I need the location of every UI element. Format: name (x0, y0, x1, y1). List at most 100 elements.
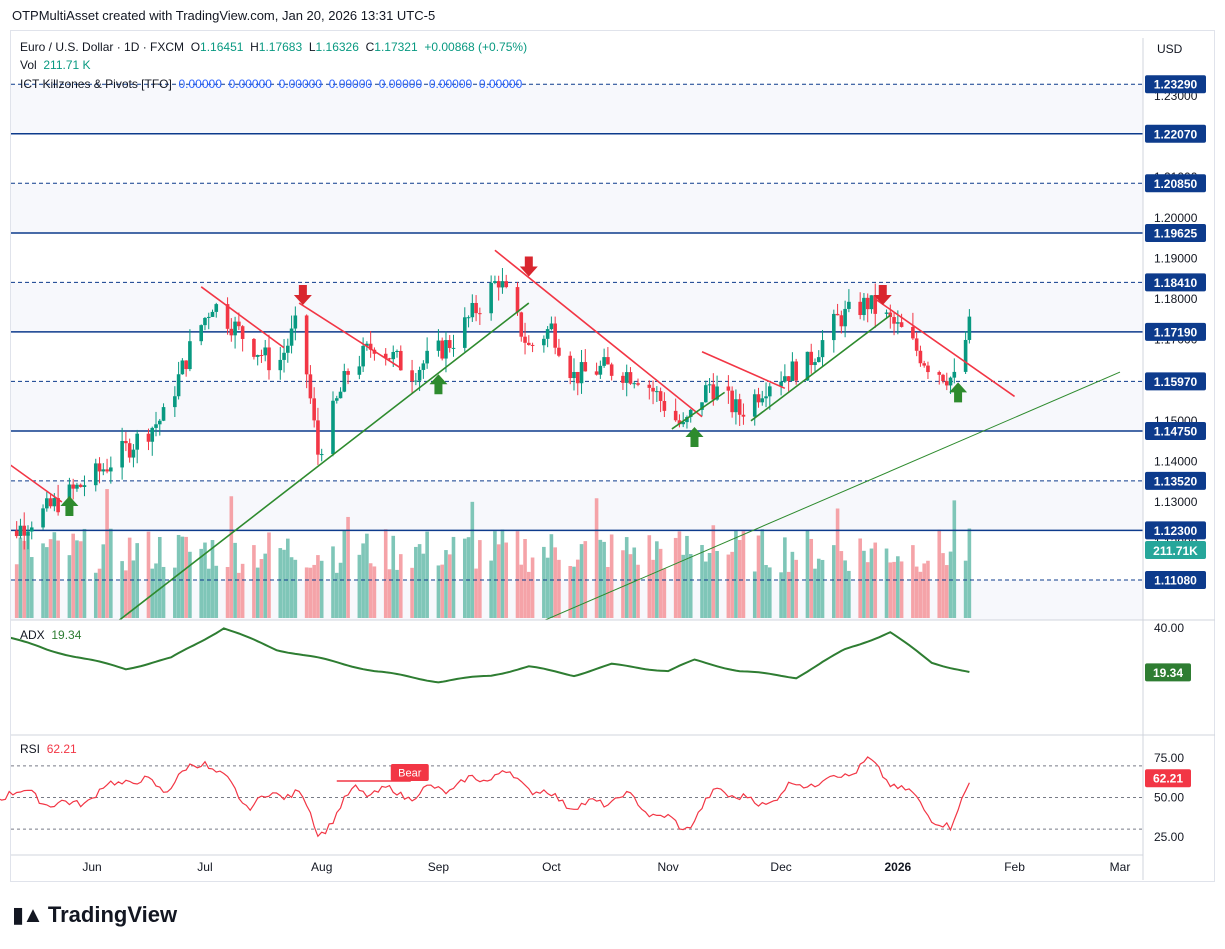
volume-label[interactable]: Vol (20, 58, 37, 72)
candle-body (131, 449, 136, 458)
volume-bar (651, 559, 655, 618)
time-tick-label: 2026 (884, 860, 911, 874)
level-price-badge (1145, 521, 1206, 540)
rsi-tick-label: 25.00 (1154, 830, 1184, 844)
ict-label[interactable]: ICT Killzones & Pivots [TFO] (20, 77, 172, 91)
level-band (11, 183, 1143, 234)
candle-body (267, 347, 271, 371)
volume-bar (451, 536, 456, 618)
candle-body (647, 384, 652, 388)
candle-body (18, 525, 23, 537)
candle-body (914, 338, 919, 351)
volume-bar (52, 532, 57, 618)
volume-bar (786, 571, 791, 618)
volume-bar (869, 548, 874, 618)
adx-label[interactable]: ADX (20, 628, 45, 642)
price-tick-label: 1.13000 (1154, 495, 1198, 509)
rsi-value-label: 62.21 (1153, 772, 1183, 786)
candle-body (809, 351, 814, 366)
open-value: 1.16451 (200, 40, 244, 54)
volume-bar (545, 557, 550, 618)
level-price-label: 1.20850 (1154, 177, 1198, 191)
candle-body (365, 343, 369, 346)
bear-label-badge (390, 764, 429, 781)
ict-value: 0.00000 (478, 77, 523, 91)
volume-bar (832, 545, 836, 618)
candle-body (154, 424, 158, 428)
candle-body (398, 350, 403, 371)
candle-body (937, 372, 942, 375)
volume-bar (176, 534, 181, 618)
symbol-name[interactable]: Euro / U.S. Dollar · 1D · FXCM (20, 40, 185, 54)
candle-body (685, 416, 689, 423)
volume-bar (237, 572, 241, 618)
volume-bar (225, 566, 230, 618)
volume-bar (523, 539, 527, 618)
candle-body (451, 347, 456, 349)
volume-bar (0, 544, 3, 618)
candle-body (22, 525, 27, 536)
down-arrow-icon (873, 284, 892, 305)
currency-label[interactable]: USD (1157, 42, 1183, 56)
ict-value: 0.00000 (328, 77, 373, 91)
candle-body (549, 323, 554, 330)
candle-body (813, 362, 817, 366)
volume-bar (515, 531, 520, 618)
volume-bar (414, 546, 418, 618)
volume-bar (346, 516, 350, 618)
volume-bar (884, 548, 889, 618)
candle-body (832, 313, 836, 341)
candle-body (206, 316, 211, 318)
volume-bar (737, 539, 742, 618)
candle-body (78, 484, 83, 487)
level-price-badge (1145, 75, 1206, 94)
volume-bar (519, 564, 524, 618)
volume-bar (365, 533, 369, 618)
volume-bar (48, 539, 53, 618)
volume-bar (308, 567, 313, 618)
candle-body (835, 313, 840, 316)
volume-bar (918, 571, 923, 618)
candle-body (176, 374, 181, 397)
candle-body (756, 394, 761, 403)
candle-body (519, 312, 524, 337)
volume-bar (688, 554, 693, 618)
volume-bar (572, 566, 576, 618)
volume-bar (598, 539, 603, 618)
volume-badge (1145, 541, 1206, 559)
volume-bar (756, 535, 761, 618)
volume-bar (764, 565, 768, 618)
candle-body (97, 463, 102, 472)
level-price-badge (1145, 570, 1206, 589)
time-tick-label: Jun (82, 860, 101, 874)
volume-value: 211.71 K (43, 58, 91, 72)
candle-body (161, 407, 166, 421)
candle-body (575, 371, 580, 384)
volume-bar (252, 545, 256, 618)
volume-bar (391, 535, 396, 618)
volume-bar (839, 551, 844, 618)
volume-bars (0, 489, 972, 618)
volume-bar (357, 554, 362, 618)
time-tick-label: Oct (542, 860, 561, 874)
high-value: 1.17683 (258, 40, 303, 54)
candle-body (48, 498, 53, 507)
rsi-label[interactable]: RSI (20, 742, 41, 756)
candle-body (911, 326, 915, 339)
volume-bar (135, 543, 139, 618)
candle-body (338, 391, 343, 399)
price-tick-label: 1.19000 (1154, 251, 1198, 265)
candle-body (609, 364, 614, 376)
volume-bar (312, 564, 316, 618)
candle-body (862, 297, 866, 316)
volume-bar (783, 537, 787, 618)
volume-bar (101, 544, 106, 618)
candle-body (346, 371, 350, 375)
time-tick-label: Dec (770, 860, 791, 874)
candle-body (858, 301, 862, 316)
candle-body (109, 467, 113, 472)
candle-body (715, 386, 719, 400)
volume-bar (813, 568, 817, 618)
signal-arrows (60, 256, 968, 517)
